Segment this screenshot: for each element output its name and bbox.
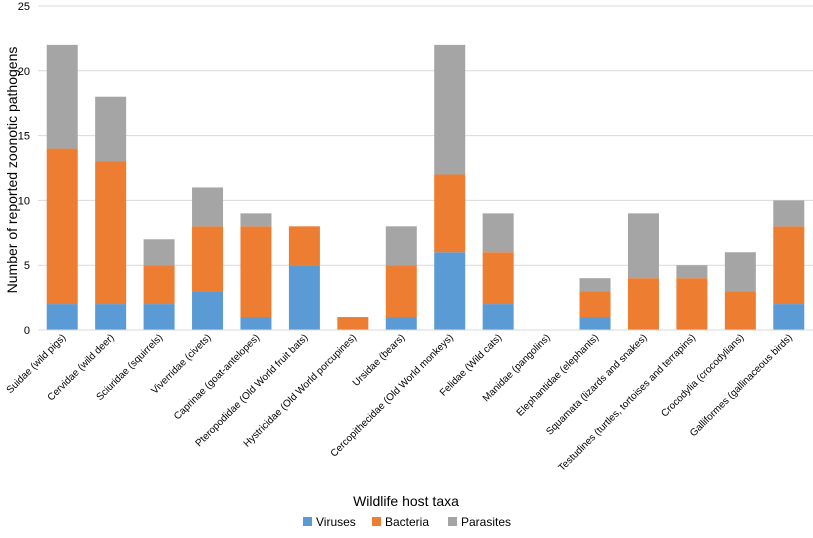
bar-parasites-0 bbox=[46, 44, 78, 149]
bars bbox=[46, 44, 805, 330]
bar-bacteria-2 bbox=[143, 265, 175, 305]
bar-parasites-14 bbox=[724, 252, 756, 292]
y-tick-label: 20 bbox=[18, 66, 30, 78]
bar-viruses-7 bbox=[385, 317, 417, 330]
bar-bacteria-14 bbox=[724, 291, 756, 330]
y-tick-labels: 0 5 10 15 20 25 bbox=[18, 1, 30, 337]
bar-bacteria-0 bbox=[46, 148, 78, 305]
bar-viruses-15 bbox=[773, 304, 805, 330]
gridlines bbox=[38, 5, 813, 266]
bar-viruses-1 bbox=[95, 304, 127, 330]
bar-bacteria-12 bbox=[627, 278, 659, 330]
bar-bacteria-9 bbox=[482, 252, 514, 305]
y-tick-label: 15 bbox=[18, 131, 30, 143]
y-tick-label: 10 bbox=[18, 195, 30, 207]
bar-viruses-2 bbox=[143, 304, 175, 330]
bar-parasites-15 bbox=[773, 200, 805, 227]
bar-parasites-12 bbox=[627, 213, 659, 279]
bar-viruses-3 bbox=[192, 291, 224, 330]
y-tick-label: 5 bbox=[24, 260, 30, 272]
bar-viruses-9 bbox=[482, 304, 514, 330]
legend-label-parasites: Parasites bbox=[461, 515, 511, 529]
bar-viruses-11 bbox=[579, 317, 611, 330]
y-axis-title: Number of reported zoonotic pathogens bbox=[4, 47, 20, 294]
legend-swatch-parasites bbox=[448, 517, 457, 526]
category-label: Galliformes (gallinaceous birds) bbox=[688, 332, 795, 439]
bar-bacteria-15 bbox=[773, 226, 805, 305]
legend-label-bacteria: Bacteria bbox=[385, 515, 429, 529]
bar-viruses-4 bbox=[240, 317, 272, 330]
bar-viruses-8 bbox=[434, 252, 466, 330]
legend-label-viruses: Viruses bbox=[316, 515, 356, 529]
bar-parasites-8 bbox=[434, 44, 466, 175]
bar-bacteria-7 bbox=[385, 265, 417, 318]
bar-viruses-5 bbox=[288, 265, 320, 330]
bar-bacteria-4 bbox=[240, 226, 272, 318]
category-labels: Suidae (wild pigs)Cervidae (wild deer)Sc… bbox=[5, 332, 795, 473]
legend-swatch-viruses bbox=[303, 517, 312, 526]
bar-bacteria-5 bbox=[288, 226, 320, 266]
bar-bacteria-3 bbox=[192, 226, 224, 292]
bar-parasites-11 bbox=[579, 278, 611, 292]
bar-viruses-0 bbox=[46, 304, 78, 330]
bar-parasites-13 bbox=[676, 265, 708, 279]
bar-bacteria-8 bbox=[434, 174, 466, 253]
legend: Viruses Bacteria Parasites bbox=[303, 515, 511, 529]
y-tick-label: 25 bbox=[18, 1, 30, 13]
bar-bacteria-1 bbox=[95, 161, 127, 305]
bar-parasites-3 bbox=[192, 187, 224, 227]
category-label: Caprinae (goat-antelopes) bbox=[172, 332, 262, 422]
legend-swatch-bacteria bbox=[372, 517, 381, 526]
bar-parasites-7 bbox=[385, 226, 417, 266]
bar-bacteria-11 bbox=[579, 291, 611, 318]
bar-bacteria-6 bbox=[337, 317, 369, 330]
bar-parasites-9 bbox=[482, 213, 514, 253]
y-tick-label: 0 bbox=[24, 325, 30, 337]
bar-parasites-1 bbox=[95, 96, 127, 162]
bar-parasites-4 bbox=[240, 213, 272, 227]
category-label: Crocodylia (crocodylians) bbox=[659, 332, 746, 419]
bar-bacteria-13 bbox=[676, 278, 708, 330]
category-label: Squamata (lizards and snakes) bbox=[544, 332, 649, 437]
category-label: Elephantidae (elephants) bbox=[515, 332, 601, 418]
x-axis-title: Wildlife host taxa bbox=[353, 493, 459, 509]
bar-parasites-2 bbox=[143, 239, 175, 266]
